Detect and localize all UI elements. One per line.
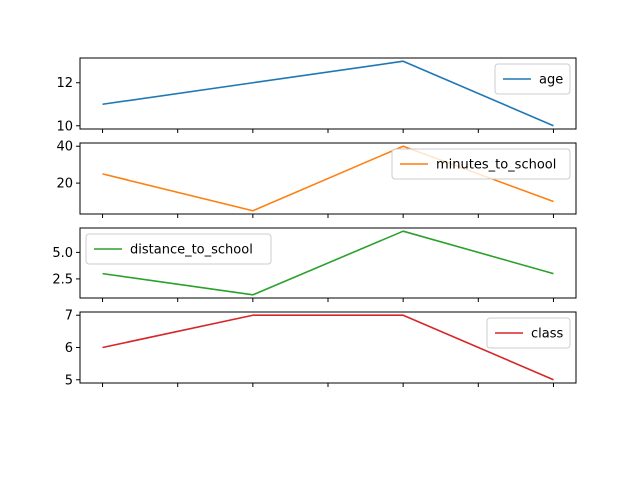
subplot-4: 5 6 7 class	[65, 309, 577, 388]
legend-box	[391, 148, 571, 180]
y-tick-label: 6	[65, 341, 73, 356]
y-tick-label: 5	[65, 373, 73, 388]
legend-label: distance_to_school	[130, 243, 253, 258]
legend: distance_to_school	[85, 233, 272, 265]
subplot-2: 20 40 minutes_to_school	[56, 140, 577, 218]
y-tick-label: 12	[56, 76, 73, 91]
legend-box	[85, 233, 272, 265]
y-tick-label: 7	[65, 309, 73, 324]
series-line-class	[102, 314, 554, 381]
legend-label: minutes_to_school	[436, 158, 556, 173]
legend-label: age	[539, 73, 563, 88]
legend: minutes_to_school	[391, 148, 571, 180]
legend: class	[486, 317, 571, 349]
subplot-1: 10 12 age	[56, 57, 577, 134]
y-tick-label: 40	[56, 140, 73, 155]
y-tick-label: 20	[56, 177, 73, 192]
series-line-age	[102, 60, 554, 127]
subplot-3: 2.5 5.0 distance_to_school	[52, 227, 577, 302]
legend: age	[494, 63, 571, 95]
y-tick-label: 5.0	[52, 246, 73, 261]
legend-box	[494, 63, 571, 95]
legend-label: class	[531, 327, 563, 342]
series-line-distance-to-school	[102, 230, 554, 296]
y-tick-label: 2.5	[52, 272, 73, 287]
y-tick-label: 10	[56, 119, 73, 134]
legend-box	[486, 317, 571, 349]
